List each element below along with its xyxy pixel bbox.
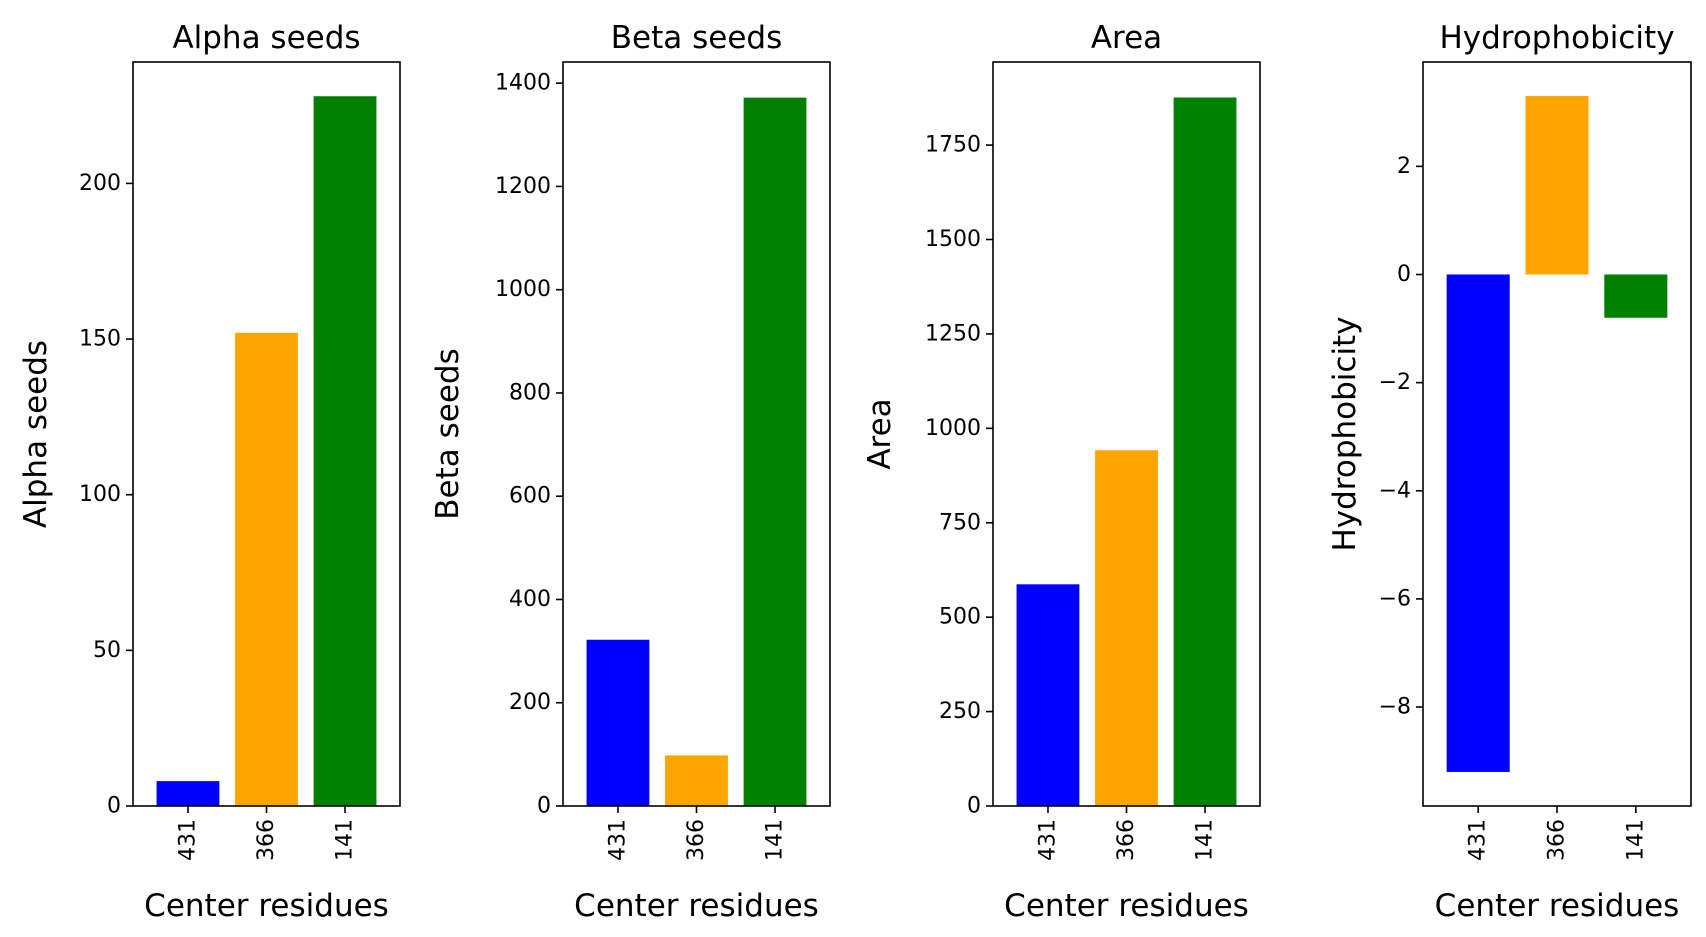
y-tick-label: 0: [537, 794, 551, 819]
y-tick-label: 1000: [495, 277, 551, 302]
x-tick-label: 366: [1114, 819, 1139, 861]
x-axis-label: Center residues: [1435, 888, 1680, 924]
x-axis-label: Center residues: [1004, 888, 1249, 924]
x-tick-label: 366: [684, 819, 709, 861]
x-tick-label: 366: [1545, 819, 1570, 861]
bar-141: [1604, 274, 1668, 318]
y-tick-label: 150: [79, 327, 121, 352]
x-tick-label: 141: [763, 819, 788, 861]
x-tick-label: 366: [254, 819, 279, 861]
chart-title: Hydrophobicity: [1439, 20, 1674, 56]
y-axis-label: Area: [862, 398, 898, 469]
y-tick-label: 1750: [925, 133, 981, 158]
y-tick-label: 200: [79, 171, 121, 196]
x-axis-label: Center residues: [574, 888, 819, 924]
chart-title: Area: [1091, 20, 1162, 56]
bar-366: [1095, 450, 1158, 806]
y-tick-label: 500: [939, 605, 981, 630]
bar-141: [313, 96, 377, 807]
y-tick-label: 50: [93, 638, 121, 663]
x-tick-label: 141: [333, 819, 358, 861]
y-tick-label: 1250: [925, 321, 981, 346]
y-tick-label: −2: [1379, 370, 1411, 395]
bar-366: [1525, 96, 1589, 275]
y-tick-label: 1000: [925, 416, 981, 441]
x-axis-label: Center residues: [144, 888, 389, 924]
y-tick-label: 2: [1397, 154, 1411, 179]
bar-431: [586, 639, 650, 806]
y-axis-label: Alpha seeds: [18, 340, 54, 528]
bar-431: [1016, 584, 1080, 806]
x-tick-label: 431: [175, 819, 200, 861]
y-tick-label: 0: [107, 794, 121, 819]
y-tick-label: 100: [79, 482, 121, 507]
y-tick-label: 0: [967, 794, 981, 819]
y-tick-label: 0: [1397, 262, 1411, 287]
y-tick-label: 1200: [495, 174, 551, 199]
y-tick-label: 250: [939, 699, 981, 724]
y-tick-label: −6: [1379, 586, 1411, 611]
y-axis-label: Hydrophobicity: [1327, 316, 1363, 551]
y-tick-label: 750: [939, 510, 981, 535]
y-tick-label: 800: [509, 380, 551, 405]
bar-431: [1446, 274, 1510, 772]
y-tick-label: 400: [509, 587, 551, 612]
bar-141: [743, 97, 807, 806]
y-tick-label: 600: [509, 484, 551, 509]
bar-366: [235, 332, 298, 806]
y-tick-label: 1400: [495, 71, 551, 96]
y-tick-label: −4: [1379, 478, 1411, 503]
x-tick-label: 141: [1193, 819, 1218, 861]
y-tick-label: 1500: [925, 227, 981, 252]
x-tick-label: 431: [1466, 819, 1491, 861]
bar-431: [156, 781, 220, 806]
y-tick-label: 200: [509, 690, 551, 715]
y-axis-label: Beta seeds: [430, 348, 466, 519]
x-tick-label: 431: [605, 819, 630, 861]
bar-366: [665, 755, 728, 806]
y-tick-label: −8: [1379, 695, 1411, 720]
bar-141: [1173, 97, 1237, 806]
x-tick-label: 431: [1035, 819, 1060, 861]
x-tick-label: 141: [1623, 819, 1648, 861]
chart-title: Alpha seeds: [172, 20, 360, 56]
chart-title: Beta seeds: [611, 20, 782, 56]
